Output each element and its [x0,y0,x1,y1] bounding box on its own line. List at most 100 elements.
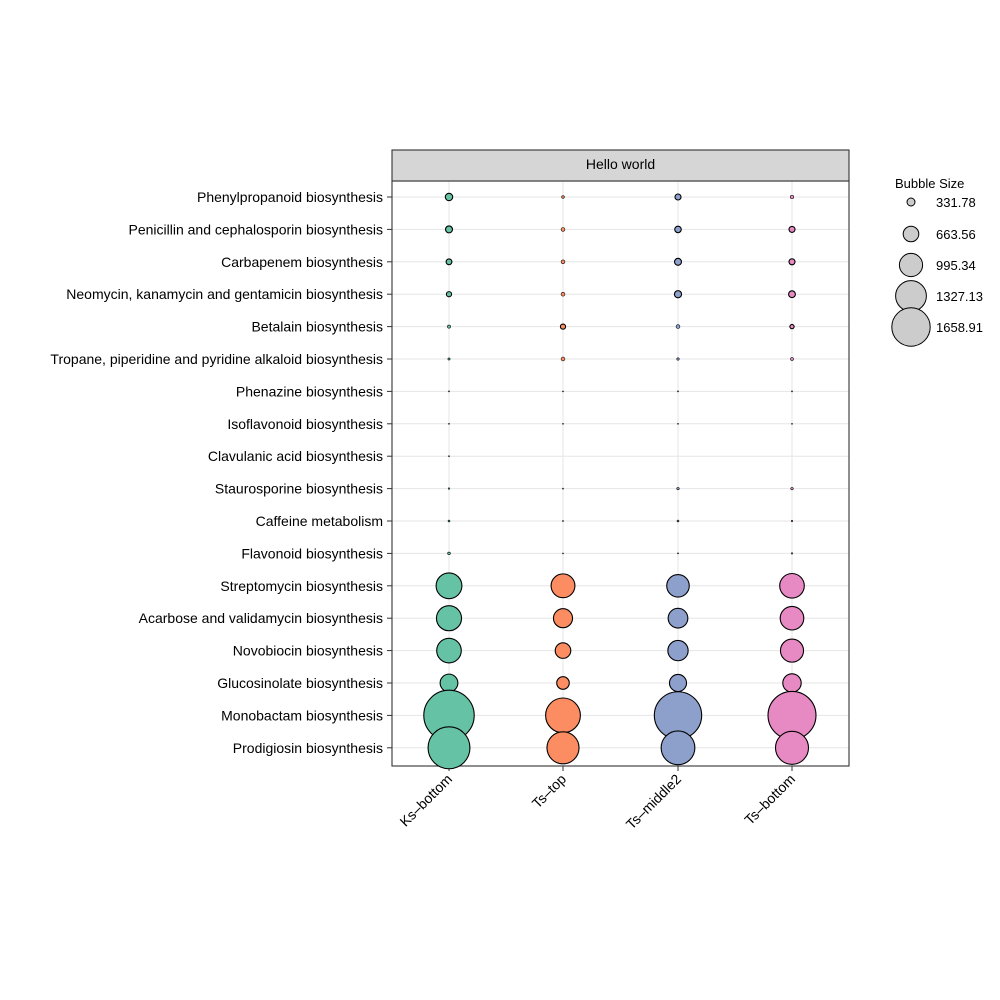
x-tick-label: Ts–top [529,771,570,812]
legend-bubble [902,225,920,243]
bubble [546,731,580,765]
y-tick-label: Penicillin and cephalosporin biosynthesi… [129,221,384,237]
bubble [782,673,802,693]
bubble [560,291,566,297]
bubble [791,390,793,393]
bubble [550,573,576,599]
bubble [560,227,566,232]
legend-label: 995.34 [936,258,976,273]
bubble [788,290,796,299]
legend-label: 1658.91 [936,320,983,335]
y-tick-label: Isoflavonoid biosynthesis [227,416,383,432]
bubble [439,673,459,693]
bubble [448,455,450,458]
y-tick-label: Betalain biosynthesis [251,319,383,335]
panel-grid [392,181,849,766]
bubble [444,225,454,234]
bubble [562,487,564,490]
bubble [790,357,794,361]
bubble [675,324,681,329]
bubble [444,192,454,202]
legend-bubble [906,197,916,207]
bubble [774,730,810,765]
bubble [668,673,688,693]
bubble [447,551,451,556]
bubble [666,573,690,598]
legend-bubble [898,252,924,278]
legend: Bubble Size 331.78 663.56 995.34 1327.13 165… [891,176,983,347]
legend-label: 331.78 [936,195,976,210]
y-tick-label: Caffeine metabolism [256,513,383,529]
bubbles [423,192,817,770]
bubble [676,519,680,523]
bubble [447,487,451,490]
bubble [779,638,805,663]
bubble [791,422,793,425]
bubble [556,676,570,690]
y-tick-label: Tropane, piperidine and pyridine alkaloi… [50,351,383,367]
bubble [779,605,805,631]
bubble [447,357,451,361]
y-tick-label: Neomycin, kanamycin and gentamicin biosy… [66,286,383,302]
x-tick-label: Ts–middle2 [623,771,685,833]
bubble [561,195,565,199]
bubble [435,572,463,600]
legend-bubble [895,280,927,312]
legend-items: 331.78 663.56 995.34 1327.13 1658.91 [891,195,983,347]
bubble [447,519,451,523]
bubble [435,605,463,632]
bubble [673,257,683,266]
bubble [559,323,567,330]
bubble [554,642,572,659]
y-tick-label: Carbapenem biosynthesis [221,254,383,270]
bubble [674,193,682,201]
bubble [677,552,679,555]
y-tick-label: Novobiocin biosynthesis [233,643,383,659]
bubble [448,390,450,393]
bubble [676,357,680,361]
bubble [427,726,471,770]
y-axis: Phenylpropanoid biosynthesis Penicillin a… [50,189,392,756]
bubble [562,422,564,425]
bubble [445,291,453,298]
bubble [660,730,696,766]
bubble [562,552,564,555]
legend-label: 663.56 [936,227,976,242]
bubble [560,259,566,265]
chart-title: Hello world [586,156,655,172]
bubble [673,290,683,299]
bubble [562,390,564,393]
x-tick-label: Ts–bottom [741,771,798,828]
bubble [448,422,450,425]
y-tick-label: Streptomycin biosynthesis [220,578,383,594]
y-tick-label: Staurosporine biosynthesis [215,481,383,497]
legend-title: Bubble Size [895,176,964,191]
bubble [789,194,795,200]
y-tick-label: Phenazine biosynthesis [236,383,383,399]
bubble [788,258,796,266]
bubble [560,356,566,362]
bubble [677,422,679,425]
bubble [667,639,689,662]
x-axis: Ks–bottom Ts–top Ts–middle2 Ts–bottom [396,766,798,832]
panel-border [391,180,850,767]
y-tick-label: Acarbose and validamycin biosynthesis [139,610,383,626]
y-tick-label: Clavulanic acid biosynthesis [208,448,383,464]
y-tick-label: Prodigiosin biosynthesis [233,740,383,756]
bubble [788,225,796,233]
bubble [674,225,682,234]
bubble [667,607,689,629]
bubble [790,552,794,555]
legend-label: 1327.13 [936,289,983,304]
legend-bubble [891,307,931,347]
bubble [562,520,564,522]
bubble [447,324,451,329]
strip-background [391,149,850,182]
y-tick-label: Monobactam biosynthesis [221,707,383,723]
y-tick-label: Flavonoid biosynthesis [241,545,383,561]
bubble [779,572,805,599]
bubble [790,519,794,523]
x-tick-label: Ks–bottom [396,771,455,830]
bubble [436,637,462,664]
